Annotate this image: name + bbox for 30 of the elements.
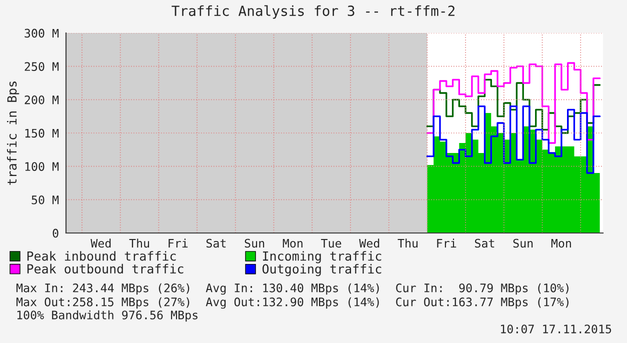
legend-label: Outgoing traffic [262,264,382,276]
x-tick-label: Sat [206,238,226,248]
text: Max Out:258.15 MBps (27%) Avg Out:132.90 MBps (14%) Cur Out:163.77 MBps (17%) [16,297,568,309]
y-tick-label: 250 M [24,62,59,71]
text: Max In: 243.44 MBps (26%) Avg In: 130.40 MBps (14%) Cur In: 90.79 MBps (10%) [16,283,568,295]
y-tick-label: 150 M [25,128,59,138]
y-axis-title: traffic in Bps [6,82,20,185]
x-tick-label: Thu [129,238,150,248]
y-tick-label: 200 M [24,95,59,104]
x-tick-label: Sun [244,238,264,248]
legend-label: Peak inbound traffic [27,251,176,261]
y-tick-label: 100 M [25,162,59,171]
text: 100% Bandwidth 976.56 MBps [17,310,198,322]
x-tick-label: Tue [321,238,342,248]
chart-title: Traffic Analysis for 3 -- rt-ffm-2 [172,5,454,19]
legend-label: Peak outbound traffic [27,264,184,274]
y-tick-label: 0 [52,228,58,238]
x-tick-label: Thu [398,238,418,248]
x-tick-label: Sat [474,238,494,248]
y-tick-label: 50 M [32,195,59,204]
x-tick-label: Fri [168,238,188,248]
y-tick-label: 300 M [24,28,59,38]
x-tick-label: Sun [513,238,533,248]
x-tick-label: Mon [551,238,571,248]
legend-label: Incoming traffic [263,251,382,264]
text: 10:07 17.11.2015 [501,324,612,334]
x-tick-label: Fri [437,238,456,248]
x-tick-label: Wed [359,238,380,248]
x-tick-label: Mon [282,238,302,248]
x-tick-label: Wed [90,238,111,248]
